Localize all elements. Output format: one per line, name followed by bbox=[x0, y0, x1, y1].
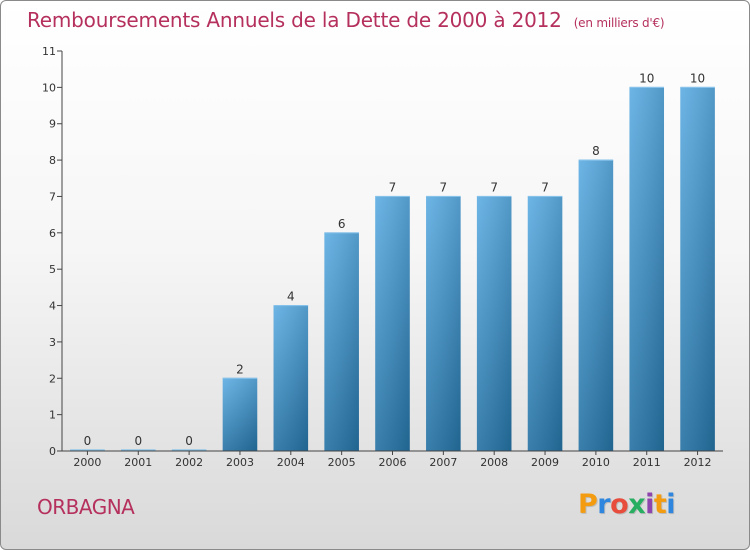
logo-letter: i bbox=[645, 489, 654, 520]
commune-name: ORBAGNA bbox=[37, 495, 135, 519]
bar-value-label: 8 bbox=[592, 144, 600, 158]
bar-shade bbox=[324, 232, 359, 451]
bar-value-label: 2 bbox=[236, 362, 244, 376]
proxiti-logo[interactable]: Proxiti bbox=[578, 489, 676, 520]
bar-shade bbox=[629, 87, 665, 451]
title-text: Remboursements Annuels de la Dette de 20… bbox=[27, 8, 562, 32]
logo-letter: x bbox=[628, 489, 646, 520]
x-tick-label: 2002 bbox=[175, 456, 203, 469]
bar-value-label: 10 bbox=[690, 71, 705, 85]
bar-shade bbox=[578, 160, 614, 451]
bar-value-label: 7 bbox=[490, 180, 498, 194]
bar-shade bbox=[476, 196, 512, 451]
bar-shade bbox=[426, 196, 461, 451]
y-tick-label: 10 bbox=[42, 81, 56, 94]
x-tick-label: 2004 bbox=[277, 456, 305, 469]
bar-value-label: 7 bbox=[440, 180, 448, 194]
logo-letter: o bbox=[610, 489, 629, 520]
bar-shade bbox=[273, 305, 309, 451]
bars-group: 0 0 0 2 4 6 7 7 7 7 8 10 10 bbox=[70, 71, 715, 451]
x-tick-label: 2010 bbox=[582, 456, 610, 469]
bar-value-label: 10 bbox=[639, 71, 654, 85]
y-tick-label: 5 bbox=[49, 263, 56, 276]
logo-letter: r bbox=[597, 489, 611, 520]
bar-value-label: 0 bbox=[134, 434, 142, 448]
x-tick-label: 2007 bbox=[429, 456, 457, 469]
bar-value-label: 6 bbox=[338, 217, 346, 231]
logo-letter: P bbox=[578, 489, 598, 520]
y-tick-label: 1 bbox=[49, 409, 56, 422]
bar-shade bbox=[375, 196, 410, 451]
bar-shade bbox=[222, 378, 258, 451]
x-tick-label: 2005 bbox=[328, 456, 356, 469]
y-tick-label: 4 bbox=[49, 300, 56, 313]
x-tick-label: 2003 bbox=[226, 456, 254, 469]
bar-value-label: 7 bbox=[389, 180, 397, 194]
y-tick-label: 2 bbox=[49, 372, 56, 385]
x-tick-label: 2008 bbox=[480, 456, 508, 469]
x-tick-label: 2006 bbox=[379, 456, 407, 469]
y-tick-label: 8 bbox=[49, 154, 56, 167]
bar-value-label: 7 bbox=[541, 180, 549, 194]
x-tick-label: 2012 bbox=[684, 456, 712, 469]
x-tick-label: 2001 bbox=[124, 456, 152, 469]
logo-letter: t bbox=[653, 489, 667, 520]
y-tick-label: 0 bbox=[49, 445, 56, 458]
unit-label: (en milliers d'€) bbox=[573, 16, 665, 30]
bar-value-label: 0 bbox=[185, 434, 193, 448]
y-tick-label: 6 bbox=[49, 227, 56, 240]
y-tick-label: 9 bbox=[49, 118, 56, 131]
bar-shade bbox=[527, 196, 563, 451]
y-tick-label: 7 bbox=[49, 190, 56, 203]
logo-letter: i bbox=[666, 489, 676, 520]
x-tick-label: 2011 bbox=[633, 456, 661, 469]
y-tick-label: 11 bbox=[42, 45, 56, 58]
bar-value-label: 4 bbox=[287, 290, 295, 304]
y-tick-label: 3 bbox=[49, 336, 56, 349]
bar-value-label: 0 bbox=[84, 434, 92, 448]
x-tick-label: 2009 bbox=[531, 456, 559, 469]
bar-shade bbox=[680, 87, 715, 451]
chart-title: Remboursements Annuels de la Dette de 20… bbox=[27, 8, 665, 32]
x-tick-label: 2000 bbox=[73, 456, 101, 469]
